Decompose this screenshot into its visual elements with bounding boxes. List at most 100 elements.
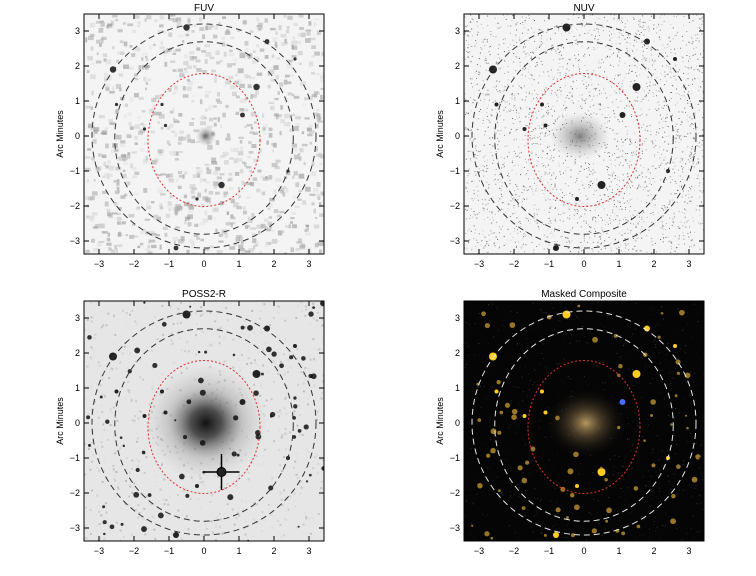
noise-speck — [494, 214, 496, 216]
noise-speck — [481, 199, 483, 201]
noise-speck — [482, 513, 484, 515]
noise-speck — [538, 143, 540, 145]
noise-speck — [205, 51, 212, 57]
noise-speck — [620, 488, 622, 490]
noise-speck — [631, 198, 633, 200]
inner-ellipse — [527, 73, 641, 207]
field-star — [119, 436, 123, 439]
noise-speck — [685, 163, 687, 165]
noise-speck — [520, 247, 522, 249]
noise-speck — [92, 133, 96, 138]
noise-speck — [583, 187, 585, 189]
noise-speck — [316, 113, 321, 117]
noise-speck — [543, 312, 545, 314]
noise-speck — [667, 343, 669, 345]
noise-speck — [598, 154, 600, 156]
noise-speck — [569, 92, 571, 94]
noise-speck — [544, 234, 546, 236]
noise-speck — [567, 237, 569, 239]
y-tick-label: −3 — [70, 236, 80, 246]
noise-speck — [98, 510, 101, 513]
noise-speck — [680, 158, 682, 160]
noise-speck — [170, 343, 173, 346]
noise-speck — [321, 324, 324, 327]
noise-speck — [615, 467, 617, 469]
noise-speck — [261, 498, 264, 501]
noise-speck — [484, 134, 486, 136]
noise-speck — [541, 93, 543, 95]
noise-speck — [182, 490, 185, 493]
noise-speck — [490, 230, 492, 232]
noise-speck — [614, 116, 616, 118]
noise-speck — [646, 216, 648, 218]
noise-speck — [225, 481, 228, 484]
noise-speck — [172, 323, 175, 326]
noise-speck — [90, 316, 93, 319]
noise-speck — [649, 382, 651, 384]
noise-speck — [275, 74, 280, 80]
noise-speck — [662, 127, 664, 129]
noise-speck — [676, 246, 678, 248]
noise-speck — [608, 120, 610, 122]
noise-speck — [477, 118, 479, 120]
noise-speck — [612, 528, 614, 530]
noise-speck — [693, 381, 695, 383]
noise-speck — [642, 43, 644, 45]
noise-speck — [620, 100, 622, 102]
noise-speck — [546, 157, 548, 159]
noise-speck — [478, 343, 480, 345]
noise-speck — [610, 37, 612, 39]
noise-speck — [84, 473, 87, 476]
noise-speck — [272, 142, 277, 148]
noise-speck — [483, 144, 485, 146]
noise-speck — [622, 35, 624, 37]
noise-speck — [138, 96, 144, 101]
noise-speck — [550, 206, 552, 208]
noise-speck — [541, 157, 543, 159]
noise-speck — [591, 34, 593, 36]
noise-speck — [91, 238, 95, 243]
noise-speck — [681, 165, 683, 167]
noise-speck — [694, 112, 696, 114]
noise-speck — [528, 77, 530, 79]
noise-speck — [617, 106, 619, 108]
noise-speck — [141, 109, 146, 113]
noise-speck — [630, 141, 632, 143]
noise-speck — [626, 20, 628, 22]
noise-speck — [208, 105, 212, 110]
noise-speck — [503, 319, 505, 321]
noise-speck — [625, 219, 627, 221]
noise-speck — [588, 482, 590, 484]
noise-speck — [115, 402, 118, 405]
noise-speck — [482, 230, 484, 232]
noise-speck — [135, 458, 138, 461]
noise-speck — [548, 112, 550, 114]
noise-speck — [658, 537, 660, 539]
noise-speck — [520, 87, 522, 89]
noise-speck — [218, 526, 221, 529]
noise-speck — [563, 47, 565, 49]
noise-speck — [685, 87, 687, 89]
noise-speck — [264, 448, 267, 451]
noise-speck — [613, 29, 615, 31]
noise-speck — [247, 348, 250, 351]
noise-speck — [318, 202, 322, 206]
noise-speck — [583, 55, 585, 57]
noise-speck — [698, 142, 700, 144]
noise-speck — [306, 225, 310, 229]
noise-speck — [609, 459, 611, 461]
noise-speck — [234, 80, 239, 85]
noise-speck — [506, 111, 508, 113]
noise-speck — [540, 44, 542, 46]
noise-speck — [138, 358, 141, 361]
noise-speck — [676, 60, 678, 62]
noise-speck — [662, 233, 664, 235]
noise-speck — [85, 167, 91, 172]
noise-speck — [654, 198, 656, 200]
noise-speck — [149, 487, 152, 490]
noise-speck — [169, 123, 174, 128]
noise-speck — [629, 210, 631, 212]
noise-speck — [542, 222, 544, 224]
noise-speck — [515, 184, 517, 186]
